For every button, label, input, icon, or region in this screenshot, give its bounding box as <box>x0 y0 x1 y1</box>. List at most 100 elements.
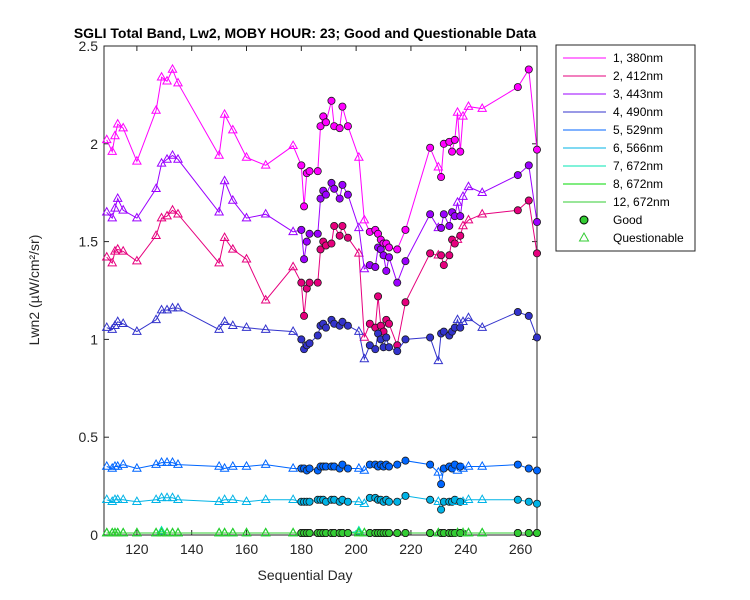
good-point <box>385 529 394 538</box>
good-point <box>327 96 336 105</box>
good-point <box>401 456 410 465</box>
questionable-point <box>260 294 271 304</box>
questionable-point <box>109 245 120 255</box>
good-point <box>401 298 410 307</box>
good-point <box>524 311 533 320</box>
questionable-point <box>162 210 173 220</box>
legend-entry: Questionable <box>613 231 684 245</box>
good-point <box>426 249 435 258</box>
questionable-point <box>131 212 142 222</box>
series-2 <box>101 196 542 350</box>
y-tick-label: 2 <box>90 136 98 152</box>
good-point <box>513 83 522 92</box>
good-point <box>338 221 347 230</box>
questionable-point <box>458 110 469 120</box>
questionable-point <box>172 494 183 504</box>
questionable-point <box>151 230 162 239</box>
questionable-point <box>359 498 370 507</box>
questionable-point <box>288 462 299 472</box>
good-point <box>401 491 410 500</box>
good-point <box>401 225 410 234</box>
good-point <box>338 102 347 111</box>
questionable-point <box>112 243 123 253</box>
questionable-point <box>118 122 129 132</box>
questionable-point <box>118 318 129 328</box>
questionable-point <box>167 457 178 466</box>
questionable-point <box>477 187 488 196</box>
good-point <box>533 218 542 227</box>
x-tick-label: 240 <box>454 541 478 557</box>
questionable-point <box>151 183 162 193</box>
good-point <box>533 499 542 508</box>
good-point <box>513 308 522 317</box>
questionable-point <box>359 331 370 341</box>
good-point <box>426 210 435 219</box>
questionable-point <box>288 140 299 150</box>
good-point <box>533 145 542 154</box>
good-point <box>439 327 448 336</box>
questionable-point <box>167 527 178 537</box>
legend-entry: 3, 443nm <box>613 87 663 101</box>
good-point <box>300 311 309 320</box>
y-axis: 0 0.5 1 1.5 2 2.5 <box>79 38 537 543</box>
questionable-point <box>131 255 142 265</box>
series-9 <box>101 527 542 538</box>
x-axis-label: Sequential Day <box>258 567 353 583</box>
legend-good-marker <box>579 215 589 225</box>
questionable-point <box>433 466 444 476</box>
questionable-point <box>172 208 183 218</box>
good-point <box>393 529 402 538</box>
questionable-point <box>162 75 173 85</box>
questionable-point <box>118 527 129 537</box>
good-point <box>316 194 325 203</box>
good-point <box>524 529 533 538</box>
questionable-point <box>458 190 469 200</box>
good-point <box>426 333 435 342</box>
questionable-point <box>172 153 183 163</box>
good-point <box>305 497 314 506</box>
questionable-point <box>433 355 444 365</box>
questionable-point <box>219 316 230 326</box>
questionable-point <box>156 71 167 81</box>
questionable-point <box>353 325 364 335</box>
questionable-point <box>156 525 167 535</box>
good-point <box>385 243 394 252</box>
good-point <box>305 167 314 176</box>
questionable-point <box>288 494 299 504</box>
good-point <box>300 255 309 264</box>
questionable-point <box>118 204 129 214</box>
good-point <box>316 122 325 131</box>
questionable-point <box>131 325 142 335</box>
questionable-point <box>167 63 178 73</box>
good-point <box>393 278 402 287</box>
questionable-point <box>101 527 112 537</box>
good-point <box>437 505 446 514</box>
questionable-point <box>458 220 469 230</box>
good-point <box>321 323 330 332</box>
questionable-point <box>118 458 129 468</box>
questionable-point <box>118 245 129 255</box>
good-point <box>439 261 448 270</box>
legend-entry: 1, 380nm <box>613 51 663 65</box>
questionable-point <box>477 494 488 504</box>
series-layer <box>101 63 542 538</box>
questionable-point <box>463 460 474 470</box>
legend-entry: 5, 529nm <box>613 123 663 137</box>
questionable-point <box>109 130 120 140</box>
questionable-point <box>241 322 252 331</box>
good-point <box>371 263 380 272</box>
legend-entry: 2, 412nm <box>613 69 663 83</box>
good-point <box>513 171 522 180</box>
questionable-point <box>359 464 370 474</box>
questionable-point <box>458 527 469 537</box>
y-tick-label: 1.5 <box>79 234 99 250</box>
good-point <box>335 124 344 133</box>
questionable-point <box>101 322 112 331</box>
good-point <box>305 278 314 287</box>
questionable-point <box>241 212 252 222</box>
good-point <box>401 335 410 344</box>
chart-title: SGLI Total Band, Lw2, MOBY HOUR: 23; Goo… <box>74 25 537 41</box>
questionable-point <box>452 196 463 206</box>
good-point <box>524 497 533 506</box>
legend-questionable-marker <box>578 231 590 242</box>
